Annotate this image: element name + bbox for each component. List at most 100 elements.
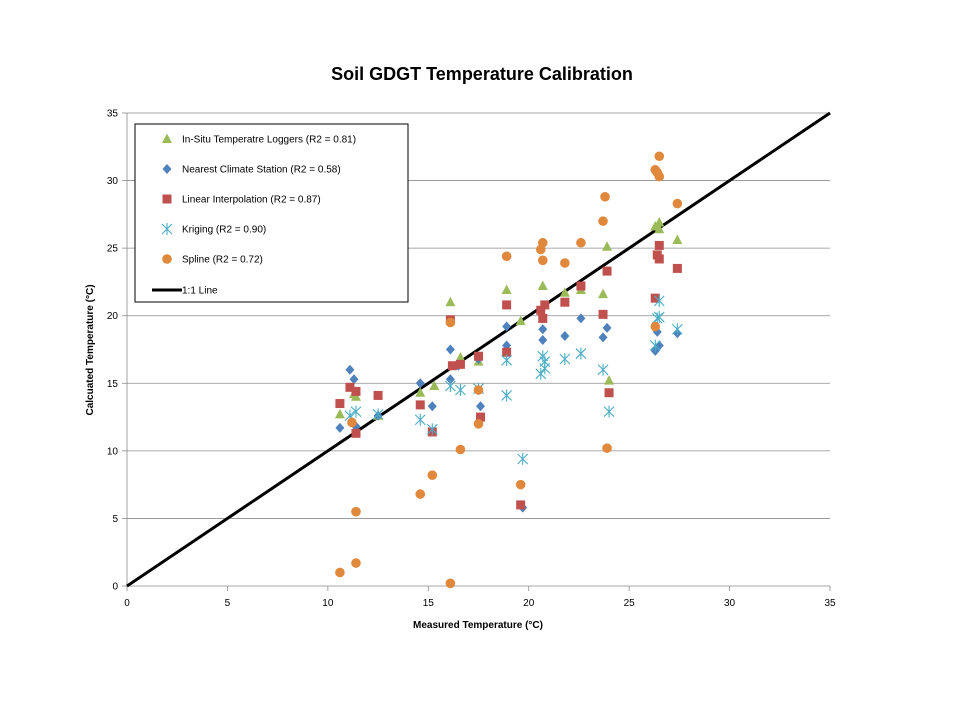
data-point-asterisk <box>501 354 513 367</box>
legend-label: Spline (R2 = 0.72) <box>182 255 263 266</box>
data-point-circle <box>335 567 345 578</box>
data-point-asterisk <box>372 408 384 421</box>
data-point-circle <box>347 417 357 428</box>
data-point-circle <box>560 258 570 268</box>
y-tick-label: 35 <box>107 109 119 120</box>
data-point-triangle <box>334 408 345 419</box>
data-point-diamond <box>576 313 586 324</box>
y-tick-label: 20 <box>107 311 119 322</box>
data-point-square <box>351 386 361 396</box>
data-point-square <box>538 313 548 323</box>
data-point-asterisk <box>517 452 529 465</box>
legend-marker-triangle <box>162 133 172 143</box>
data-point-triangle <box>350 391 361 401</box>
legend: In-Situ Temperatre Loggers (R2 = 0.81) Ne… <box>134 123 409 303</box>
data-point-asterisk <box>653 294 665 307</box>
data-point-asterisk <box>414 413 426 426</box>
series-asterisk <box>344 294 683 465</box>
legend-label: Kriging (R2 = 0.90) <box>182 225 266 236</box>
data-point-diamond <box>445 344 455 355</box>
data-point-circle <box>537 237 548 248</box>
data-point-square <box>476 412 486 422</box>
legend-label: Linear Interpolation (R2 = 0.87) <box>182 195 321 206</box>
data-point-triangle <box>654 216 665 227</box>
data-point-diamond <box>538 335 548 346</box>
data-point-triangle <box>455 352 466 362</box>
data-point-square <box>602 266 612 276</box>
data-point-triangle <box>598 288 609 299</box>
y-tick-label: 10 <box>107 446 119 457</box>
data-point-diamond <box>538 324 548 335</box>
y-tick-label: 25 <box>107 244 119 255</box>
data-points <box>334 151 683 589</box>
data-point-asterisk <box>653 311 665 324</box>
data-point-circle <box>654 171 665 182</box>
data-point-asterisk <box>649 339 661 352</box>
x-tick-label: 10 <box>322 598 334 609</box>
data-point-square <box>650 293 660 303</box>
data-point-asterisk <box>539 355 551 368</box>
y-tick-label: 0 <box>112 582 118 593</box>
x-tick-label: 25 <box>624 598 636 609</box>
y-axis-label: Calcuated Temperature (°C) <box>85 284 96 415</box>
data-point-triangle <box>602 241 613 251</box>
data-point-asterisk <box>501 389 513 402</box>
data-point-square <box>351 428 361 438</box>
data-point-circle <box>445 317 456 328</box>
data-point-circle <box>351 558 361 568</box>
data-point-square <box>654 254 664 264</box>
data-point-asterisk <box>350 405 362 418</box>
data-point-circle <box>427 470 438 480</box>
data-point-circle <box>600 191 610 202</box>
data-point-square <box>604 388 614 398</box>
data-point-diamond <box>560 330 570 341</box>
data-point-square <box>373 390 383 400</box>
data-point-square <box>672 263 682 273</box>
data-point-asterisk <box>426 423 438 436</box>
data-point-square <box>502 300 512 310</box>
data-point-square <box>335 399 345 409</box>
data-point-circle <box>445 578 456 589</box>
x-tick-label: 30 <box>724 598 736 609</box>
reference-line-1-to-1 <box>126 111 831 588</box>
legend-marker-diamond <box>162 164 172 174</box>
data-point-diamond <box>476 401 486 412</box>
data-point-square <box>598 309 608 319</box>
legend-marker-asterisk <box>161 223 173 235</box>
data-point-asterisk <box>455 384 466 397</box>
data-point-square <box>415 400 425 410</box>
data-point-diamond <box>598 332 608 343</box>
data-point-triangle <box>415 387 426 397</box>
data-point-square <box>540 300 550 310</box>
data-point-diamond <box>602 322 612 333</box>
legend-label: 1:1 Line <box>182 286 218 297</box>
data-point-circle <box>602 443 612 453</box>
data-point-square <box>516 500 526 510</box>
data-point-asterisk <box>559 352 571 365</box>
data-point-asterisk <box>671 323 683 336</box>
data-point-square <box>502 347 512 357</box>
x-axis-label: Measured Temperature (°C) <box>413 620 543 631</box>
data-point-triangle <box>559 287 570 297</box>
reference-line-layer <box>126 111 831 588</box>
data-point-asterisk <box>603 405 615 418</box>
data-point-circle <box>672 198 683 209</box>
data-point-diamond <box>427 401 437 412</box>
data-point-circle <box>455 444 466 455</box>
data-point-circle <box>415 489 426 499</box>
data-point-triangle <box>604 375 615 385</box>
x-tick-label: 20 <box>523 598 535 609</box>
legend-label: In-Situ Temperatre Loggers (R2 = 0.81) <box>182 135 356 146</box>
legend-marker-square <box>162 194 172 204</box>
data-point-triangle <box>501 284 512 295</box>
data-point-circle <box>473 385 484 395</box>
data-point-circle <box>515 479 526 490</box>
legend-label: Nearest Climate Station (R2 = 0.58) <box>182 165 341 176</box>
data-point-triangle <box>445 296 456 307</box>
data-point-circle <box>576 237 586 248</box>
data-point-square <box>455 359 465 369</box>
x-tick-label: 15 <box>423 598 435 609</box>
data-point-asterisk <box>575 347 587 360</box>
